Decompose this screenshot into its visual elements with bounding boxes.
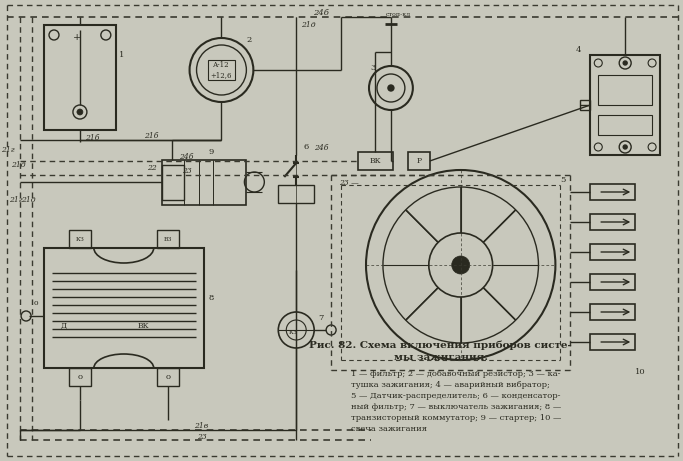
Text: 24б: 24б (313, 9, 329, 17)
Bar (598, 75, 652, 105)
Text: 7: 7 (318, 314, 324, 322)
Bar (408, 152, 430, 170)
Bar (278, 185, 314, 203)
Text: +: + (73, 32, 81, 41)
Text: 24б: 24б (180, 153, 194, 161)
Text: 23 —: 23 — (339, 179, 359, 187)
Text: 21г: 21г (1, 146, 15, 154)
Text: 24б: 24б (314, 144, 329, 152)
Text: 1: 1 (119, 51, 124, 59)
Text: 21д: 21д (11, 161, 25, 169)
Text: 21в: 21в (195, 422, 208, 430)
Bar (156, 368, 178, 386)
Text: 21б: 21б (85, 134, 99, 142)
Bar (208, 60, 236, 80)
Text: 21б: 21б (145, 132, 159, 140)
Text: 23: 23 (182, 167, 191, 175)
Text: КЗ: КЗ (289, 330, 298, 335)
Text: мы зажигания:: мы зажигания: (393, 353, 488, 362)
Bar (581, 100, 590, 110)
Text: Р: Р (416, 157, 421, 165)
Bar (156, 230, 178, 248)
Text: 23: 23 (197, 433, 206, 441)
Text: 21г: 21г (10, 196, 23, 204)
Bar (590, 184, 635, 200)
Text: 1 — фильтр; 2 — добавочный резистор; 3 — ка-: 1 — фильтр; 2 — добавочный резистор; 3 —… (351, 370, 561, 378)
Bar (590, 214, 635, 230)
Text: свеча зажигания: свеча зажигания (351, 425, 427, 433)
Text: 5: 5 (560, 176, 566, 184)
Text: ВК: ВК (370, 157, 381, 165)
Text: 2: 2 (247, 36, 252, 44)
Text: +12,6: +12,6 (211, 71, 232, 79)
Bar (590, 55, 660, 155)
Circle shape (77, 109, 83, 115)
Text: стоп-кл: стоп-кл (386, 12, 411, 18)
Text: ный фильтр; 7 — выключатель зажигания; 8 —: ный фильтр; 7 — выключатель зажигания; 8… (351, 403, 561, 411)
Text: 10: 10 (635, 368, 645, 376)
Bar (590, 334, 635, 350)
Text: Д: Д (61, 322, 67, 330)
Text: 21д: 21д (20, 196, 36, 204)
Bar (162, 160, 247, 205)
Text: ВК: ВК (138, 322, 150, 330)
Text: КЗ: КЗ (76, 236, 84, 242)
Bar (44, 248, 204, 368)
Bar (358, 152, 393, 170)
Text: 5 — Датчик-распределитель; 6 — конденсатор-: 5 — Датчик-распределитель; 6 — конденсат… (351, 392, 561, 400)
Text: о: о (165, 373, 170, 381)
Bar (69, 230, 91, 248)
Circle shape (623, 145, 627, 149)
Text: 6: 6 (303, 143, 309, 151)
Bar (598, 115, 652, 135)
Text: А-12: А-12 (213, 61, 229, 69)
Text: 21д: 21д (301, 21, 316, 29)
Text: о: о (77, 373, 83, 381)
Text: 3: 3 (370, 64, 376, 72)
Text: 8: 8 (208, 294, 214, 302)
Text: Рис. 82. Схема включения приборов систе-: Рис. 82. Схема включения приборов систе- (309, 340, 572, 349)
Text: 9: 9 (209, 148, 214, 156)
Bar (590, 274, 635, 290)
Text: 22: 22 (147, 164, 156, 172)
Text: 4: 4 (576, 46, 581, 54)
Bar (69, 368, 91, 386)
Circle shape (388, 85, 394, 91)
Text: транзисторный коммутатор; 9 — стартер; 10 —: транзисторный коммутатор; 9 — стартер; 1… (351, 414, 561, 422)
Text: ВЗ: ВЗ (163, 236, 172, 242)
Bar (162, 165, 184, 200)
Text: тушка зажигания; 4 — аварийный вибратор;: тушка зажигания; 4 — аварийный вибратор; (351, 381, 550, 389)
Text: о: о (33, 299, 38, 307)
Circle shape (623, 61, 627, 65)
Bar (590, 244, 635, 260)
Circle shape (451, 256, 470, 274)
Bar (44, 25, 116, 130)
Bar (590, 304, 635, 320)
